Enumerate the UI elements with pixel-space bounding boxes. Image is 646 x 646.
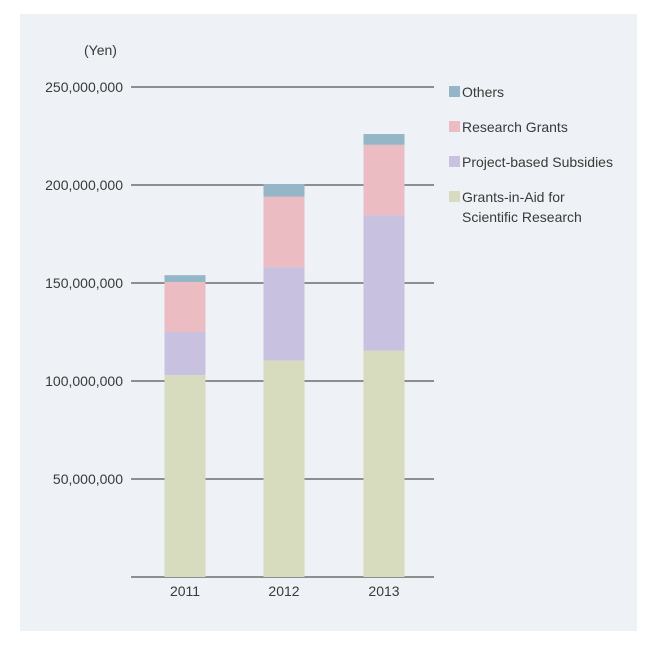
bar-segment: [164, 332, 206, 376]
y-tick-label: 150,000,000: [45, 275, 123, 291]
legend-item: Project-based Subsidies: [449, 152, 639, 172]
legend-swatch: [449, 86, 460, 97]
y-unit-label: (Yen): [84, 42, 117, 58]
y-tick-label: 100,000,000: [45, 373, 123, 389]
legend-label: Project-based Subsidies: [462, 154, 613, 170]
legend-item: Research Grants: [449, 117, 639, 137]
bar-segment: [363, 144, 405, 216]
x-tick-label: 2011: [170, 583, 200, 599]
legend-swatch: [449, 156, 460, 167]
bar-segment: [363, 215, 405, 351]
legend-label: Others: [462, 84, 505, 100]
y-tick-label: 50,000,000: [53, 471, 123, 487]
legend-item: Others: [449, 82, 639, 102]
y-tick-label: 250,000,000: [45, 79, 123, 95]
bar-segment: [263, 184, 305, 197]
legend-label: Research Grants: [462, 119, 568, 135]
bar-segment: [164, 275, 206, 283]
legend-item: Grants-in-Aid for Scientific Research: [449, 187, 639, 227]
chart-panel: [20, 14, 637, 631]
bar-segment: [164, 282, 206, 332]
bar-segment: [363, 350, 405, 577]
bar-segment: [263, 360, 305, 577]
bar-segment: [263, 196, 305, 268]
bar-segment: [363, 134, 405, 145]
legend-swatch: [449, 191, 460, 202]
x-tick-label: 2012: [268, 583, 299, 599]
bar-segment: [164, 375, 206, 577]
y-tick-label: 200,000,000: [45, 177, 123, 193]
legend-label: Grants-in-Aid for Scientific Research: [462, 189, 582, 225]
legend-swatch: [449, 121, 460, 132]
x-tick-label: 2013: [368, 583, 399, 599]
bar-segment: [263, 267, 305, 361]
legend: Others Research Grants Project-based Subsi…: [449, 82, 639, 242]
